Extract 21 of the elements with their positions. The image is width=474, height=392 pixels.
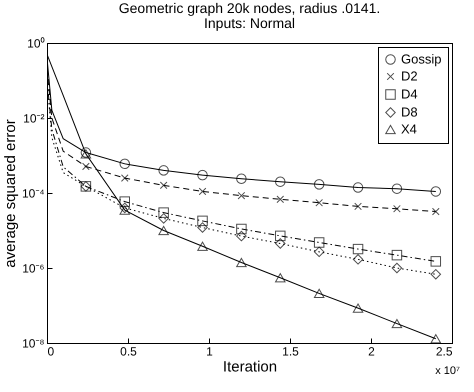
text: x 10⁷ xyxy=(435,365,460,377)
x-tick-label: 1.5 xyxy=(282,344,300,358)
legend-label: D8 xyxy=(401,104,418,120)
legend-label: D2 xyxy=(401,68,418,84)
x-tick-label: 1 xyxy=(206,344,214,358)
x-tick-label: 2.5 xyxy=(436,344,453,358)
x-tick-label: 2 xyxy=(368,344,376,358)
x-tick-label: 0 xyxy=(48,344,54,358)
x-axis-title: Iteration xyxy=(222,358,278,376)
y-axis-title: average squared error xyxy=(2,119,19,268)
chart-title: Geometric graph 20k nodes, radius .0141. xyxy=(118,0,380,16)
legend-label: D4 xyxy=(401,86,418,102)
legend-label: Gossip xyxy=(401,52,442,66)
y-tick-label: 10⁻⁶ xyxy=(22,262,45,276)
y-tick-label: 10⁻² xyxy=(23,112,45,126)
x-tick-label: 0.5 xyxy=(120,344,138,358)
chart-subtitle: Inputs: Normal xyxy=(204,15,296,31)
legend-label: X4 xyxy=(401,122,417,136)
y-tick-label: 10⁻⁴ xyxy=(22,186,44,200)
y-tick-label: 10⁻⁸ xyxy=(22,336,44,350)
y-tick-label: 10⁰ xyxy=(27,36,44,50)
